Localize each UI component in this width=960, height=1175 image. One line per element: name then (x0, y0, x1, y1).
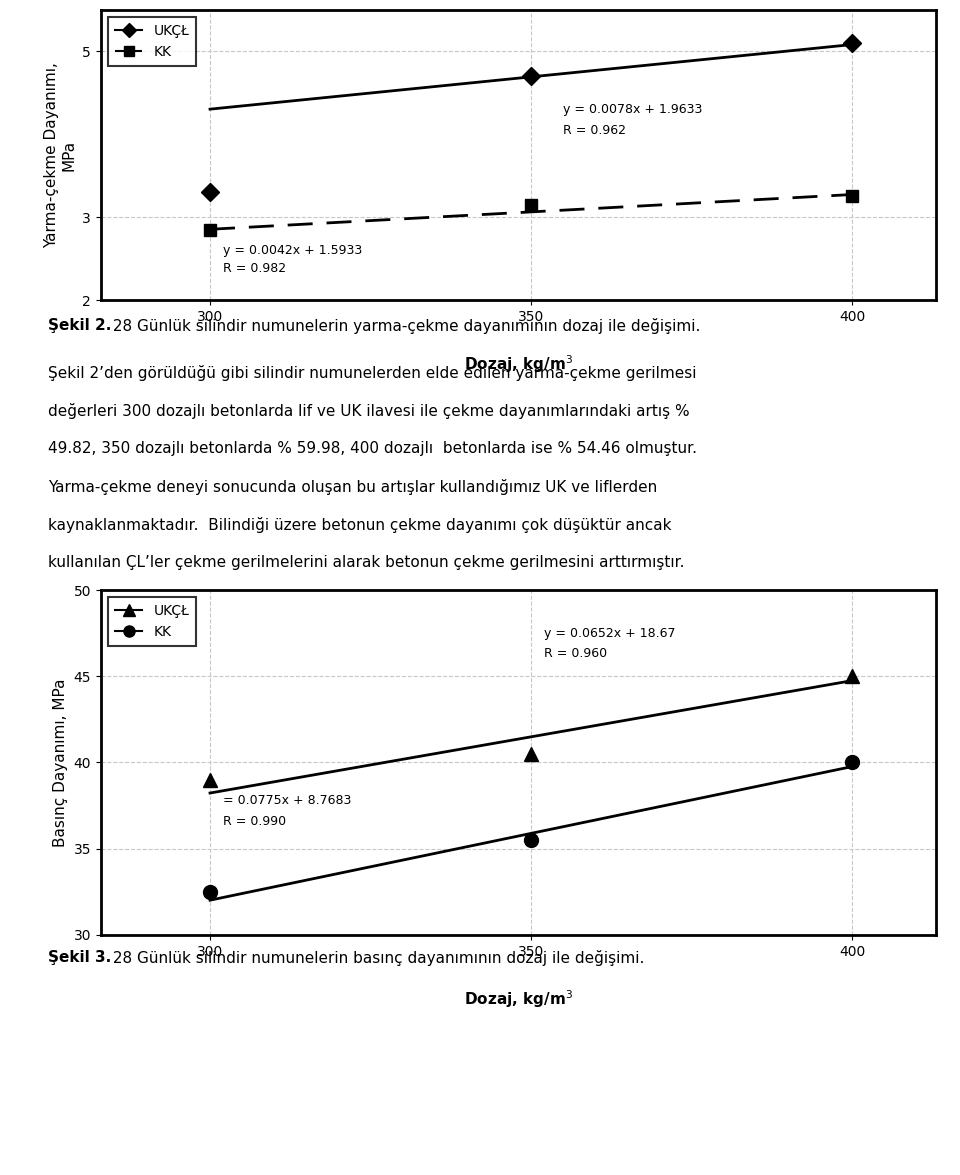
Text: 28 Günlük silindir numunelerin basınç dayanımının dozaj ile değişimi.: 28 Günlük silindir numunelerin basınç da… (108, 951, 644, 966)
Text: kaynaklanmaktadır.  Bilindiği üzere betonun çekme dayanımı çok düşüktür ancak: kaynaklanmaktadır. Bilindiği üzere beton… (48, 517, 671, 533)
Text: 49.82, 350 dozajlı betonlarda % 59.98, 400 dozajlı  betonlarda ise % 54.46 olmuş: 49.82, 350 dozajlı betonlarda % 59.98, 4… (48, 441, 697, 456)
Text: kullanılan ÇL’ler çekme gerilmelerini alarak betonun çekme gerilmesini arttırmış: kullanılan ÇL’ler çekme gerilmelerini al… (48, 555, 684, 570)
Text: Şekil 3.: Şekil 3. (48, 951, 111, 965)
Text: R = 0.990: R = 0.990 (223, 814, 286, 827)
Text: Yarma-çekme deneyi sonucunda oluşan bu artışlar kullandığımız UK ve liflerden: Yarma-çekme deneyi sonucunda oluşan bu a… (48, 479, 658, 495)
Text: 28 Günlük silindir numunelerin yarma-çekme dayanımının dozaj ile değişimi.: 28 Günlük silindir numunelerin yarma-çek… (108, 318, 700, 334)
Text: y = 0.0078x + 1.9633: y = 0.0078x + 1.9633 (564, 103, 703, 116)
Y-axis label: Basınç Dayanımı, MPa: Basınç Dayanımı, MPa (53, 678, 68, 847)
Y-axis label: Yarma-çekme Dayanımı,
MPa: Yarma-çekme Dayanımı, MPa (44, 62, 77, 248)
Legend: UKÇŁ, KK: UKÇŁ, KK (108, 597, 196, 646)
Legend: UKÇŁ, KK: UKÇŁ, KK (108, 16, 196, 66)
Text: Dozaj, kg/m$^3$: Dozaj, kg/m$^3$ (464, 352, 573, 375)
Text: R = 0.960: R = 0.960 (544, 647, 608, 660)
Text: Şekil 2’den görüldüğü gibi silindir numunelerden elde edilen yarma-çekme gerilme: Şekil 2’den görüldüğü gibi silindir numu… (48, 365, 697, 381)
Text: y = 0.0652x + 18.67: y = 0.0652x + 18.67 (544, 626, 676, 639)
Text: değerleri 300 dozajlı betonlarda lif ve UK ilavesi ile çekme dayanımlarındaki ar: değerleri 300 dozajlı betonlarda lif ve … (48, 403, 689, 419)
Text: R = 0.962: R = 0.962 (564, 123, 626, 136)
Text: = 0.0775x + 8.7683: = 0.0775x + 8.7683 (223, 794, 351, 807)
Text: R = 0.982: R = 0.982 (223, 262, 286, 275)
Text: Şekil 2.: Şekil 2. (48, 318, 111, 333)
Text: Dozaj, kg/m$^3$: Dozaj, kg/m$^3$ (464, 988, 573, 1009)
Text: y = 0.0042x + 1.5933: y = 0.0042x + 1.5933 (223, 243, 362, 257)
